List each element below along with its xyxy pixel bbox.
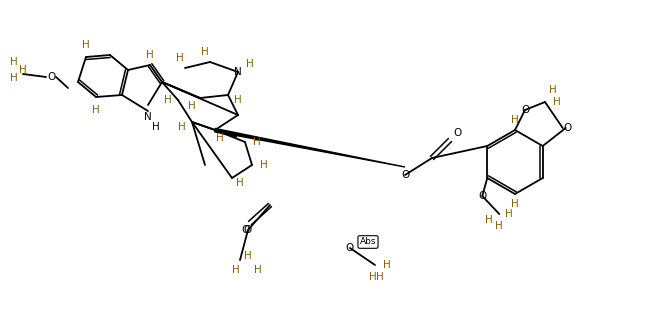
Text: H: H: [244, 251, 252, 261]
Text: H: H: [19, 65, 27, 75]
Polygon shape: [215, 129, 405, 167]
Text: H: H: [254, 265, 262, 275]
Text: H: H: [486, 215, 493, 225]
Text: H: H: [146, 50, 154, 60]
Text: H: H: [10, 57, 18, 67]
Text: H: H: [511, 115, 519, 125]
Text: Abs: Abs: [360, 237, 376, 247]
Text: O: O: [244, 225, 252, 235]
Text: H: H: [152, 122, 160, 132]
Text: H: H: [549, 85, 557, 95]
Text: O: O: [453, 128, 461, 138]
Text: O: O: [521, 105, 529, 115]
Text: O: O: [563, 123, 572, 133]
Text: H: H: [553, 97, 561, 107]
Text: O: O: [346, 243, 354, 253]
Text: H: H: [496, 221, 503, 231]
Text: H: H: [369, 272, 377, 282]
Text: H: H: [234, 95, 242, 105]
Text: H: H: [246, 59, 254, 69]
Text: O: O: [401, 170, 409, 180]
Text: N: N: [144, 112, 152, 122]
Text: H: H: [10, 73, 18, 83]
Text: O: O: [47, 72, 55, 82]
Text: H: H: [236, 178, 244, 188]
Text: H: H: [505, 209, 513, 219]
Text: H: H: [260, 160, 268, 170]
Text: H: H: [164, 95, 172, 105]
Text: O: O: [478, 191, 486, 201]
Text: H: H: [376, 272, 384, 282]
Text: H: H: [92, 105, 100, 115]
Text: H: H: [178, 122, 186, 132]
Text: H: H: [383, 260, 391, 270]
Text: H: H: [201, 47, 209, 57]
Text: H: H: [176, 53, 184, 63]
Text: H: H: [216, 133, 224, 143]
Text: N: N: [234, 67, 242, 77]
Text: O: O: [241, 225, 249, 235]
Text: H: H: [511, 199, 519, 209]
Text: H: H: [82, 40, 90, 50]
Polygon shape: [215, 128, 237, 137]
Text: H: H: [188, 101, 196, 111]
Text: H: H: [232, 265, 240, 275]
Text: H: H: [253, 137, 261, 147]
